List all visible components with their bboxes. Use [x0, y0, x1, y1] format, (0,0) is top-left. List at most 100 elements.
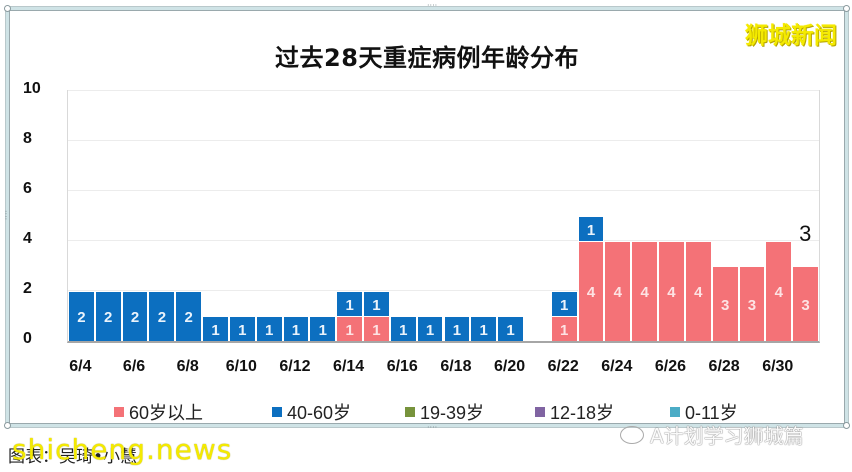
wechat-account-name: A计划学习狮城篇	[650, 424, 804, 448]
bar-segment: 3	[711, 266, 739, 341]
resize-handle-top-left[interactable]	[4, 5, 11, 12]
data-label: 1	[345, 296, 354, 314]
data-label: 4	[640, 284, 649, 301]
bar-6/20: 1	[497, 316, 524, 341]
x-tick-label: 6/12	[279, 358, 311, 375]
legend-swatch-icon	[535, 407, 545, 417]
bar-segment: 1	[336, 291, 364, 316]
bar-6/12: 1	[282, 316, 310, 341]
bar-6/11: 1	[255, 316, 283, 341]
data-label: 1	[425, 321, 435, 339]
x-tick-label: 6/22	[547, 358, 579, 375]
data-label: 1	[506, 321, 515, 339]
annotation-label: 3	[799, 221, 812, 246]
data-label: 4	[694, 284, 703, 301]
chart-credit: 图表：吴琦•小慧	[8, 447, 138, 467]
y-tick-label: 10	[23, 80, 41, 97]
legend-swatch-icon	[114, 407, 124, 417]
legend-item: 40-60岁	[272, 399, 351, 425]
data-label: 4	[613, 284, 622, 301]
legend-label: 12-18岁	[550, 403, 615, 423]
legend-item: 19-39岁	[405, 399, 484, 425]
resize-handle-top[interactable]: ····	[427, 1, 438, 10]
x-tick-label: 6/14	[333, 358, 365, 375]
bar-segment: 4	[684, 241, 712, 341]
x-tick-label: 6/30	[762, 358, 794, 375]
bar-6/24: 4	[604, 241, 632, 341]
resize-handle-top-right[interactable]	[843, 5, 850, 12]
resize-handle-right[interactable]: ····	[848, 210, 852, 221]
data-label: 3	[801, 296, 810, 314]
bar-segment: 2	[175, 291, 203, 341]
resize-handle-bottom-right[interactable]	[843, 422, 850, 429]
bar-6/9: 1	[202, 316, 229, 341]
bar-6/18: 1	[443, 316, 471, 341]
bar-segment: 4	[577, 241, 605, 341]
data-label: 1	[372, 321, 381, 339]
x-tick-label: 6/20	[493, 358, 526, 375]
legend: 60岁以上 40-60岁 19-39岁 12-18岁 0-11岁	[9, 399, 845, 423]
gridline	[68, 290, 819, 291]
bar-segment: 2	[68, 291, 95, 341]
bar-segment: 1	[470, 316, 498, 341]
brand-watermark: 狮城新闻	[745, 23, 837, 49]
data-label: 1	[238, 321, 247, 339]
legend-label: 19-39岁	[420, 403, 485, 423]
x-tick-label: 6/16	[386, 358, 418, 375]
resize-handle-bottom[interactable]: ····	[427, 423, 438, 432]
legend-label: 60岁以上	[129, 403, 204, 423]
bar-6/16: 1	[389, 316, 417, 341]
chart-frame[interactable]: ···· ···· ···· ···· 过去28天重症病例年龄分布 狮城新闻 2…	[1, 2, 852, 432]
bar-6/13: 1	[309, 316, 337, 341]
data-label: 1	[479, 321, 488, 339]
bar-segment: 1	[255, 316, 283, 341]
data-label: 1	[318, 321, 327, 339]
legend-item: 12-18岁	[535, 399, 614, 425]
bar-segment: 1	[550, 316, 578, 341]
data-label: 2	[130, 309, 140, 326]
x-tick-label: 6/18	[440, 358, 472, 375]
site-watermark: shicheng.news	[12, 433, 233, 466]
data-label: 2	[184, 309, 193, 326]
bar-segment: 2	[94, 291, 122, 341]
resize-handle-bottom-left[interactable]	[4, 422, 11, 429]
bar-segment: 1	[389, 316, 417, 341]
bar-6/25: 4	[631, 241, 659, 341]
y-tick-label: 6	[23, 180, 32, 197]
data-label: 1	[586, 221, 596, 239]
gridline	[68, 190, 819, 191]
x-tick-label: 6/10	[225, 358, 257, 375]
data-label: 1	[452, 321, 462, 339]
bar-segment: 3	[738, 266, 766, 341]
x-tick-label: 6/6	[122, 358, 146, 375]
data-label: 4	[586, 284, 596, 301]
data-label: 2	[157, 309, 167, 326]
bar-segment: 1	[416, 316, 444, 341]
resize-handle-left[interactable]: ····	[1, 210, 10, 221]
gridline	[68, 240, 819, 241]
wechat-watermark: A计划学习狮城篇	[620, 420, 804, 449]
bar-segment: 2	[121, 291, 149, 341]
legend-label: 40-60岁	[287, 403, 352, 423]
data-label: 1	[560, 321, 569, 339]
data-label: 1	[560, 296, 569, 314]
bar-segment: 1	[336, 316, 364, 341]
data-label: 3	[720, 296, 730, 314]
bar-segment: 1	[228, 316, 256, 341]
bar-segment: 2	[148, 291, 176, 341]
bar-segment: 1	[443, 316, 471, 341]
bar-segment: 1	[282, 316, 310, 341]
bar-segment: 1	[497, 316, 524, 341]
data-label: 1	[211, 321, 220, 339]
bar-6/8: 2	[175, 291, 203, 341]
bar-segment: 1	[202, 316, 229, 341]
data-label: 1	[345, 321, 354, 339]
bar-6/10: 1	[228, 316, 256, 341]
data-label: 1	[399, 321, 408, 339]
legend-item: 0-11岁	[670, 399, 738, 425]
